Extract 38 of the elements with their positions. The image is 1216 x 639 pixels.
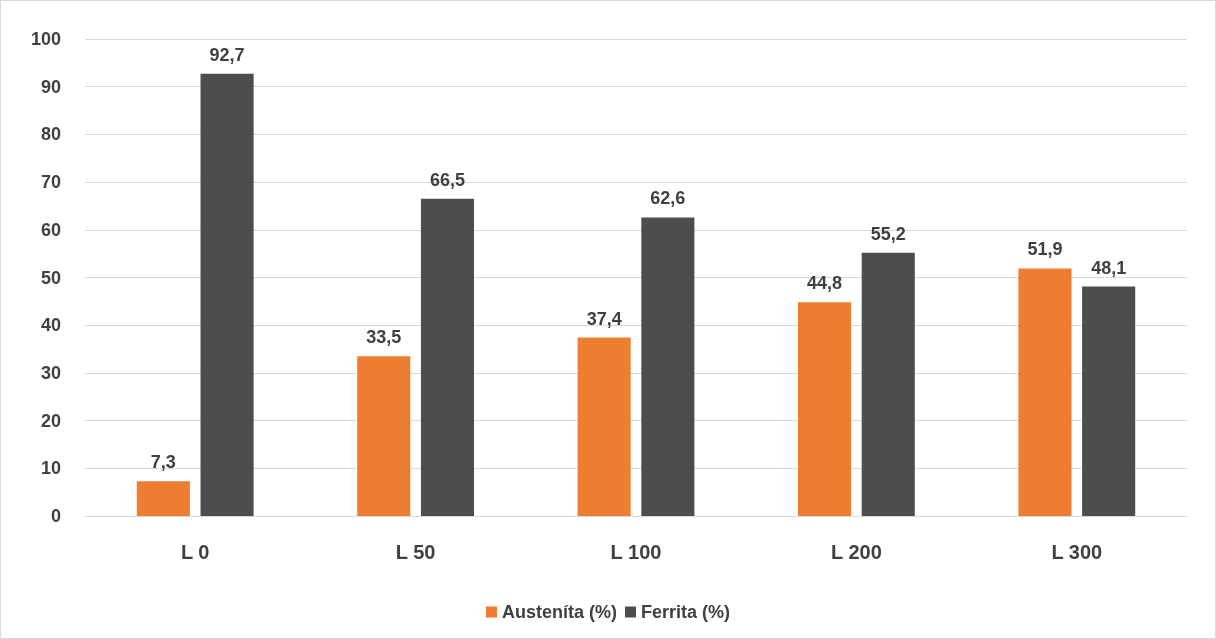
y-tick-label: 90 [40, 76, 61, 97]
y-tick-label: 20 [40, 410, 61, 431]
bar [641, 217, 695, 516]
bar [861, 252, 915, 516]
legend-label: Ferrita (%) [640, 602, 731, 622]
data-label: 55,2 [870, 223, 906, 244]
bar [357, 356, 411, 516]
legend-label: Austeníta (%) [501, 602, 618, 622]
data-label: 33,5 [366, 327, 402, 348]
y-tick-label: 50 [40, 267, 61, 288]
bar [797, 302, 852, 516]
x-tick-label: L 200 [831, 541, 882, 563]
y-tick-label: 30 [40, 362, 61, 383]
data-label: 66,5 [429, 169, 465, 190]
data-label: 92,7 [209, 44, 245, 65]
x-tick-label: L 300 [1051, 541, 1103, 563]
bar [577, 337, 631, 516]
bar [420, 198, 475, 516]
data-label: 7,3 [150, 452, 176, 473]
y-tick-label: 40 [40, 315, 61, 336]
data-label: 37,4 [586, 308, 622, 329]
y-tick-label: 80 [40, 124, 61, 145]
y-tick-label: 10 [40, 458, 61, 479]
x-tick-label: L 100 [610, 541, 662, 563]
x-tick-label: L 50 [395, 541, 436, 563]
y-tick-label: 70 [40, 172, 61, 193]
bar [200, 73, 254, 516]
y-tick-label: 0 [50, 506, 61, 526]
bar [1082, 286, 1136, 516]
data-label: 44,8 [807, 273, 843, 294]
y-tick-label: 100 [30, 29, 61, 49]
data-label: 48,1 [1091, 257, 1127, 278]
x-tick-label: L 0 [180, 541, 210, 563]
data-label: 51,9 [1027, 239, 1063, 260]
y-tick-label: 60 [40, 219, 61, 240]
bar [1018, 268, 1072, 516]
bar [136, 481, 190, 516]
data-label: 62,6 [650, 188, 686, 209]
